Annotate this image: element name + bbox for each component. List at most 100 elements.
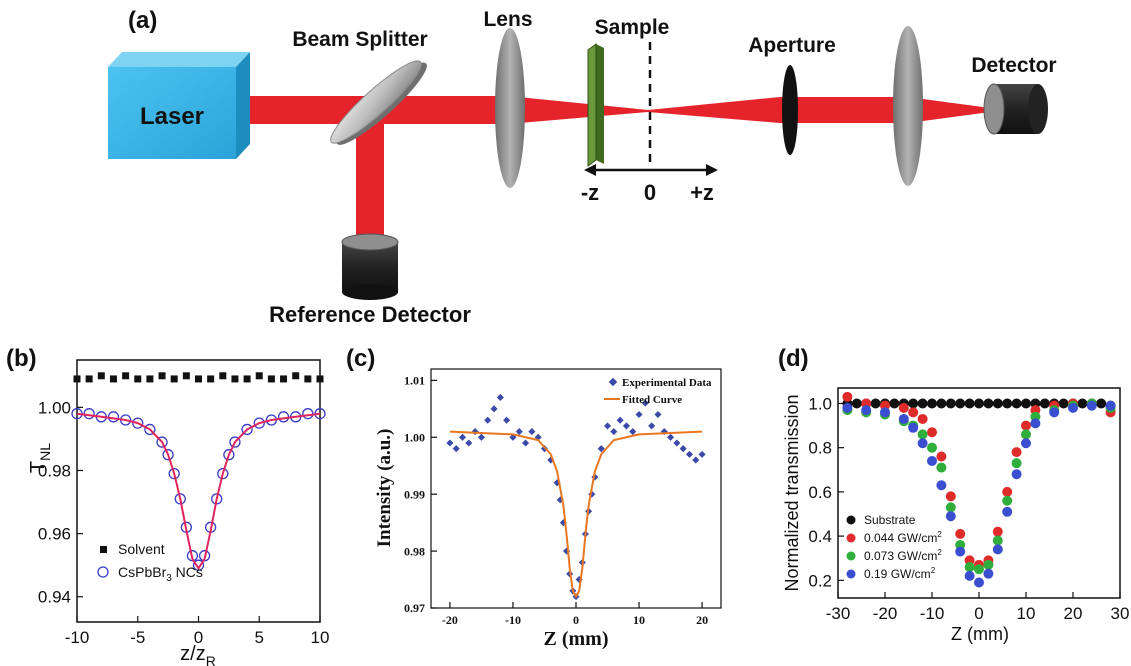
point-0-073-gw-cm (983, 559, 994, 570)
point-experimental-data (654, 410, 662, 419)
legend-0044-label: 0.044 GW/cm2 (864, 530, 942, 545)
chart-c-marks (446, 393, 706, 601)
point-experimental-data (679, 445, 687, 453)
point-0-073-gw-cm (1021, 429, 1031, 440)
x-tick-label: -10 (65, 628, 90, 647)
point-substrate (936, 398, 947, 409)
point-cspbbr (253, 417, 265, 429)
point-solvent (73, 375, 81, 383)
point-experimental-data (641, 399, 649, 407)
point-solvent (109, 375, 117, 383)
y-tick-label: 1.00 (38, 398, 71, 417)
laser-front (108, 67, 236, 159)
point-cspbbr (168, 467, 180, 480)
point-0-19-gw-cm (1030, 418, 1041, 429)
point-solvent (243, 375, 251, 383)
reference-detector-label: Reference Detector (269, 302, 471, 327)
point-experimental-data (452, 445, 460, 453)
point-0-044-gw-cm (908, 407, 919, 418)
point-0-044-gw-cm (1021, 420, 1031, 431)
chart-b-marks (71, 372, 326, 571)
point-0-19-gw-cm (861, 405, 872, 416)
point-0-19-gw-cm (983, 568, 994, 579)
point-0-19-gw-cm (1068, 402, 1078, 413)
point-solvent (195, 375, 202, 383)
point-experimental-data (622, 422, 630, 430)
point-solvent (280, 375, 288, 383)
chart-d-legend: Substrate 0.044 GW/cm2 0.073 GW/cm2 0.19… (846, 513, 942, 581)
point-0-19-gw-cm (880, 407, 890, 418)
beam-splitter: Beam Splitter (292, 28, 428, 145)
point-0-19-gw-cm (974, 577, 984, 588)
y-tick-label: 0.98 (38, 461, 71, 480)
point-cspbbr (217, 467, 229, 480)
detector-label: Detector (971, 54, 1056, 77)
chart-b-xlabel: z/zR (180, 643, 216, 666)
point-experimental-data (692, 456, 700, 464)
point-solvent (170, 375, 178, 383)
laser-label: Laser (140, 103, 204, 130)
x-tick-label: -10 (920, 604, 945, 623)
point-substrate (917, 398, 928, 409)
y-tick-label: 0.6 (808, 483, 832, 502)
lens-label: Lens (483, 8, 532, 31)
point-substrate (851, 398, 862, 409)
point-experimental-data (471, 428, 479, 436)
point-experimental-data (496, 393, 504, 401)
point-experimental-data (465, 439, 473, 447)
point-0-044-gw-cm (955, 528, 966, 539)
point-cspbbr (241, 423, 253, 436)
chart-d-xlabel: Z (mm) (951, 624, 1009, 644)
axis-plus-label: +z (690, 180, 714, 205)
point-0-044-gw-cm (898, 402, 909, 413)
sample-label: Sample (595, 16, 670, 39)
legend-0073-label: 0.073 GW/cm2 (864, 548, 942, 563)
chart-c-ylabel: Intensity (a.u.) (374, 429, 395, 548)
y-tick-label: 1.0 (808, 394, 832, 413)
point-substrate (983, 398, 994, 409)
point-0-19-gw-cm (1105, 400, 1116, 411)
point-solvent (146, 375, 154, 383)
panel-d: (d) -30 -20 -10 0 10 20 30 0.2 0.4 0.6 0.8 1.0 Norm… (778, 345, 1129, 644)
point-0-073-gw-cm (945, 502, 956, 513)
point-solvent (97, 372, 105, 380)
second-lens (893, 26, 923, 186)
x-tick-label: 0 (573, 613, 579, 627)
point-substrate (945, 398, 956, 409)
point-0-044-gw-cm (945, 491, 956, 502)
point-0-19-gw-cm (927, 455, 937, 466)
point-experimental-data (648, 422, 656, 430)
point-solvent (255, 372, 263, 380)
legend-cspbbr3-label: CsPbBr3 NCs (118, 564, 203, 584)
point-0-044-gw-cm (1002, 486, 1013, 497)
chart-c-xlabel: Z (mm) (544, 628, 609, 650)
x-tick-label: 10 (633, 613, 645, 627)
point-experimental-data (503, 416, 511, 424)
panel-d-label: (d) (778, 345, 809, 372)
point-solvent (207, 375, 215, 383)
point-0-19-gw-cm (1021, 438, 1031, 449)
point-substrate (1011, 398, 1022, 409)
laser: Laser (108, 52, 250, 159)
y-tick-label: 0.96 (38, 525, 71, 544)
point-substrate (955, 398, 966, 409)
x-tick-label: 5 (255, 628, 264, 647)
point-solvent (267, 375, 275, 383)
point-0-19-gw-cm (936, 480, 947, 491)
chart-d-ticks: -30 -20 -10 0 10 20 30 0.2 0.4 0.6 0.8 1.0 (808, 394, 1129, 623)
legend-solvent-marker (100, 546, 107, 553)
chart-b-ylabel: TNL (27, 443, 53, 473)
panel-b: (b) -10 -5 0 5 10 0.94 0.96 0.98 1.00 TNL z/zR S… (6, 345, 329, 666)
legend-substrate-label: Substrate (864, 513, 916, 527)
point-substrate (927, 398, 937, 409)
x-tick-label: -30 (826, 604, 851, 623)
legend-experimental-label: Experimental Data (622, 377, 712, 389)
point-0-044-gw-cm (992, 526, 1003, 537)
x-tick-label: 10 (311, 628, 330, 647)
point-cspbbr (277, 411, 290, 423)
point-cspbbr (156, 436, 168, 448)
point-experimental-data (597, 445, 605, 453)
aperture: Aperture (748, 34, 836, 155)
point-substrate (1058, 398, 1069, 409)
